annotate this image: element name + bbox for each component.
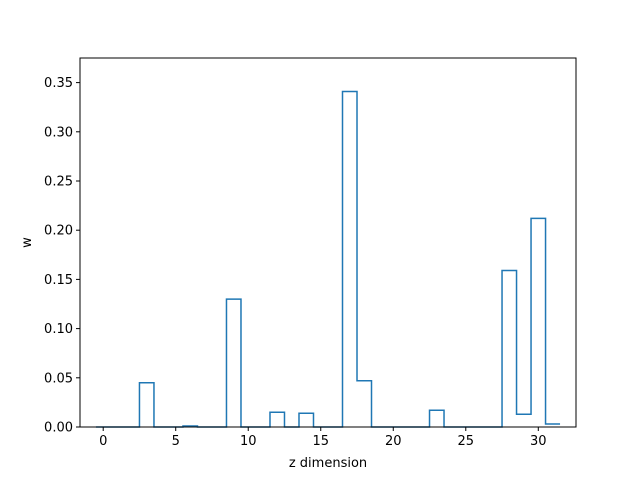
y-tick-label: 0.00 — [44, 421, 73, 436]
x-tick-label: 10 — [240, 434, 257, 449]
x-axis-label: z dimension — [289, 456, 367, 471]
x-tick-label: 30 — [530, 434, 547, 449]
y-tick-label: 0.25 — [44, 175, 73, 190]
x-tick-label: 0 — [99, 434, 107, 449]
axes-frame — [79, 57, 577, 428]
x-tick-label: 25 — [458, 434, 475, 449]
y-tick-label: 0.35 — [44, 76, 73, 91]
x-tick-label: 5 — [172, 434, 180, 449]
y-tick-label: 0.10 — [44, 322, 73, 337]
y-tick-label: 0.30 — [44, 125, 73, 140]
y-tick-label: 0.15 — [44, 273, 73, 288]
y-tick-label: 0.20 — [44, 224, 73, 239]
series-step-line — [95, 90, 561, 428]
y-axis-label: w — [20, 237, 35, 248]
x-tick-label: 20 — [385, 434, 402, 449]
x-tick-label: 15 — [312, 434, 329, 449]
y-tick-label: 0.05 — [44, 371, 73, 386]
